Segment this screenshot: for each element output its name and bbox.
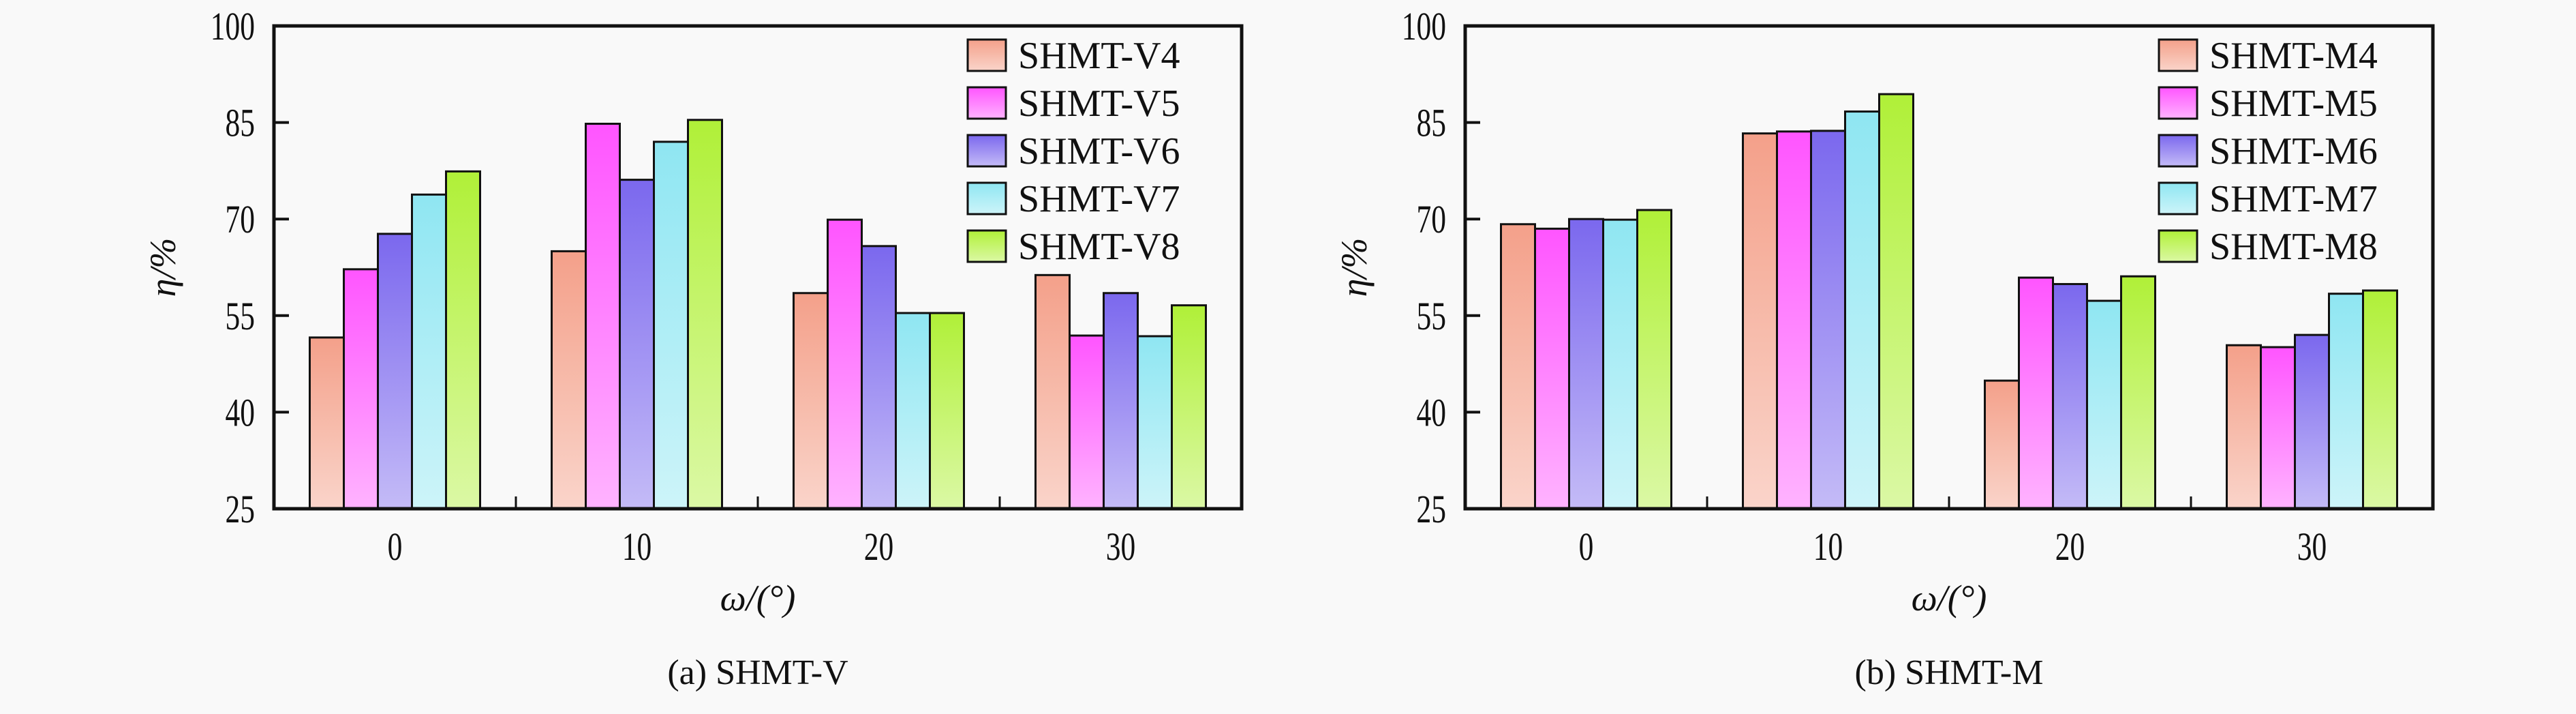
- legend-swatch-shmt-m4: [2158, 38, 2198, 72]
- y-tick-label: 100: [211, 5, 255, 48]
- bar-shmt-v4-0: [309, 336, 345, 510]
- legend-swatch-shmt-v5: [966, 86, 1007, 120]
- y-tick-label: 55: [1417, 295, 1446, 338]
- legend-label: SHMT-M6: [2209, 130, 2378, 173]
- bar-shmt-m5-10: [1776, 130, 1812, 510]
- bar-shmt-v8-10: [687, 119, 723, 510]
- bar-shmt-v5-30: [1069, 334, 1105, 510]
- bar-shmt-m4-10: [1742, 132, 1778, 510]
- bar-shmt-v7-10: [653, 140, 689, 510]
- bar-shmt-m7-30: [2328, 293, 2364, 510]
- bar-shmt-m4-0: [1500, 223, 1536, 510]
- legend-swatch-shmt-m6: [2158, 134, 2198, 168]
- bar-shmt-v5-10: [585, 122, 621, 510]
- figure-caption: (a) SHMT-V: [667, 653, 848, 692]
- legend-label: SHMT-M8: [2209, 226, 2378, 268]
- bar-shmt-v8-30: [1171, 304, 1207, 510]
- y-tick-label: 55: [226, 295, 255, 338]
- x-tick-label: 10: [1813, 525, 1843, 569]
- bar-shmt-v5-20: [827, 218, 863, 510]
- y-tick-label: 70: [1417, 198, 1446, 241]
- chart-panel-a: 0 10 20 30 25 40 55 70 85 100 η/% ω/(°) (a) SHMT-V SH…: [142, 5, 1244, 692]
- bar-shmt-v7-30: [1137, 335, 1173, 510]
- legend-swatch-shmt-v6: [966, 134, 1007, 168]
- legend-label: SHMT-M4: [2209, 35, 2378, 77]
- bar-shmt-v8-20: [929, 312, 965, 510]
- x-axis-label: ω/(°): [1912, 578, 1987, 619]
- bar-shmt-m8-20: [2120, 275, 2156, 510]
- bar-shmt-v8-0: [445, 170, 481, 510]
- legend-label: SHMT-V6: [1018, 130, 1180, 173]
- legend-swatch-shmt-m7: [2158, 181, 2198, 215]
- bar-shmt-m5-20: [2018, 276, 2054, 510]
- bar-shmt-v6-30: [1103, 292, 1139, 510]
- bar-shmt-v4-20: [793, 292, 829, 510]
- plot-frame: [1463, 24, 2435, 511]
- x-tick-label: 30: [1106, 525, 1135, 569]
- legend-label: SHMT-V7: [1018, 178, 1180, 220]
- y-tick-label: 85: [1417, 102, 1446, 145]
- legend-swatch-shmt-v4: [966, 38, 1007, 72]
- y-tick-label: 25: [1417, 488, 1446, 531]
- legend-swatch-shmt-v8: [966, 229, 1007, 263]
- legend-swatch-shmt-v7: [966, 181, 1007, 215]
- bar-shmt-m6-10: [1810, 130, 1846, 510]
- figure-caption: (b) SHMT-M: [1855, 653, 2044, 692]
- bar-shmt-m7-10: [1844, 110, 1880, 510]
- y-tick-label: 85: [226, 102, 255, 145]
- legend-label: SHMT-M5: [2209, 83, 2378, 125]
- bar-shmt-m8-10: [1878, 93, 1914, 510]
- legend-swatch-shmt-m5: [2158, 86, 2198, 120]
- x-axis-label: ω/(°): [720, 578, 796, 619]
- x-tick-label: 30: [2297, 525, 2327, 569]
- legend-swatch-shmt-m8: [2158, 229, 2198, 263]
- x-tick-label: 0: [388, 525, 403, 569]
- legend-label: SHMT-V4: [1018, 35, 1180, 77]
- bar-shmt-v5-0: [343, 268, 379, 510]
- y-axis-label: η/%: [142, 238, 183, 297]
- plot-frame: [272, 24, 1244, 511]
- bar-shmt-v6-0: [377, 233, 413, 510]
- bar-shmt-m4-20: [1984, 379, 2020, 510]
- bar-shmt-m7-20: [2086, 299, 2122, 510]
- bar-shmt-v4-10: [551, 250, 587, 510]
- y-tick-label: 100: [1402, 5, 1446, 48]
- x-tick-label: 10: [622, 525, 651, 569]
- chart-panel-b: 0 10 20 30 25 40 55 70 85 100 η/% ω/(°) (b) SHMT-M SH…: [1334, 5, 2435, 692]
- bar-shmt-v6-10: [619, 179, 655, 510]
- legend-label: SHMT-M7: [2209, 178, 2378, 220]
- y-tick-label: 40: [1417, 391, 1446, 434]
- y-tick-label: 40: [226, 391, 255, 434]
- x-tick-label: 20: [864, 525, 893, 569]
- bar-shmt-m6-20: [2052, 283, 2088, 510]
- bar-shmt-v7-0: [411, 193, 447, 510]
- bar-shmt-m6-30: [2294, 333, 2330, 510]
- y-tick-label: 70: [226, 198, 255, 241]
- bar-shmt-m5-30: [2260, 346, 2296, 510]
- x-tick-label: 0: [1579, 525, 1594, 569]
- legend-label: SHMT-V8: [1018, 226, 1180, 268]
- bar-shmt-m8-0: [1636, 209, 1672, 510]
- bar-shmt-m5-0: [1534, 227, 1570, 510]
- y-axis-label: η/%: [1334, 238, 1375, 297]
- bar-shmt-v4-30: [1034, 273, 1071, 510]
- bar-shmt-v6-20: [861, 245, 897, 510]
- x-tick-label: 20: [2055, 525, 2085, 569]
- legend-label: SHMT-V5: [1018, 83, 1180, 125]
- y-tick-label: 25: [226, 488, 255, 531]
- bar-shmt-m4-30: [2226, 344, 2262, 510]
- bar-shmt-m7-0: [1602, 218, 1638, 510]
- bar-shmt-m8-30: [2362, 289, 2398, 510]
- bar-shmt-m6-0: [1568, 218, 1604, 510]
- bar-shmt-v7-20: [895, 312, 931, 510]
